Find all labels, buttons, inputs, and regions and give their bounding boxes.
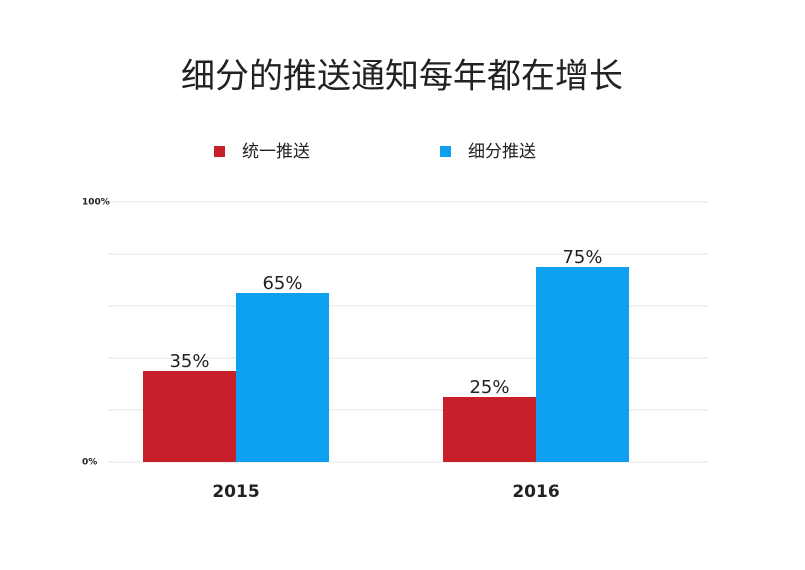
legend-swatch — [440, 146, 451, 157]
value-label: 35% — [169, 351, 209, 372]
x-tick-label: 2015 — [212, 482, 259, 502]
chart-title: 细分的推送通知每年都在增长 — [181, 57, 623, 97]
bar — [536, 267, 629, 462]
value-label: 75% — [562, 247, 602, 268]
bar — [143, 371, 236, 462]
x-tick-label: 2016 — [512, 482, 559, 502]
bar — [443, 397, 536, 462]
y-tick-label: 100% — [82, 198, 110, 208]
value-label: 65% — [262, 273, 302, 294]
y-tick-label: 0% — [82, 458, 97, 468]
value-label: 25% — [469, 377, 509, 398]
legend-label: 细分推送 — [468, 142, 536, 162]
legend-label: 统一推送 — [242, 142, 310, 162]
legend-swatch — [214, 146, 225, 157]
bar — [236, 293, 329, 462]
